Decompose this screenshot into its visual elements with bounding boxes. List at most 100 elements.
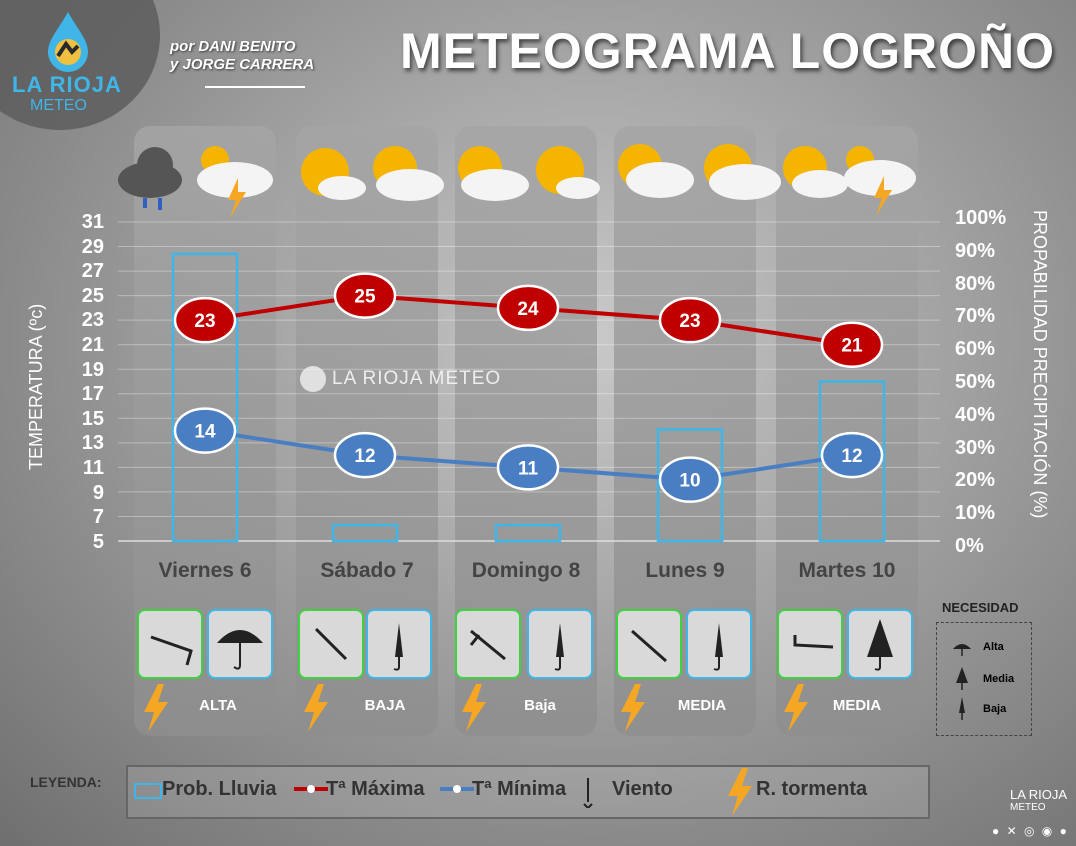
need-label: MEDIA <box>832 697 882 714</box>
tmin-label: 12 <box>354 446 375 467</box>
umbrella-icon-box <box>366 609 432 679</box>
wind-icon-box <box>298 609 364 679</box>
lightning-icon <box>728 768 752 816</box>
tick-label: 15 <box>81 407 104 430</box>
necesidad-item: Media <box>983 673 1015 685</box>
legend-rain: Prob. Lluvia <box>162 778 277 800</box>
wind-arrow-icon <box>631 629 667 663</box>
umbrella-closed-icon <box>959 697 965 720</box>
social-icons[interactable]: ● ✕ ◎ ◉ ● <box>992 824 1069 838</box>
legend-tmax: Tª Máxima <box>326 778 425 800</box>
necesidad-item: Alta <box>983 641 1004 653</box>
footer-logo-line2: METEO <box>1010 802 1046 813</box>
left-axis-ticks: 31 29 27 25 23 21 19 17 15 13 11 9 7 5 <box>72 210 104 554</box>
tick-label: 80% <box>955 272 996 295</box>
weather-icons <box>118 144 916 218</box>
tmax-label: 23 <box>679 311 700 332</box>
rain-bar <box>656 428 724 543</box>
tick-label: 29 <box>81 235 104 258</box>
tmax-point <box>820 321 884 368</box>
wind-arrow-icon <box>314 627 348 661</box>
tick-label: 30% <box>955 436 996 459</box>
rain-legend-swatch <box>134 783 162 799</box>
watermark: LA RIOJA METEO <box>300 366 501 392</box>
wind-icon-box <box>137 609 203 679</box>
day-label: Lunes 9 <box>645 559 725 582</box>
tick-label: 5 <box>92 530 104 553</box>
page-title: METEOGRAMA LOGROÑO <box>400 23 1056 79</box>
umbrella-icon-box <box>847 609 913 679</box>
watermark-icon <box>300 366 326 392</box>
tmin-point <box>496 444 560 491</box>
necesidad-item: Baja <box>983 703 1007 715</box>
wind-icon-box <box>616 609 682 679</box>
wind-icon-box <box>455 609 521 679</box>
tmax-label: 25 <box>354 287 376 308</box>
tmax-point <box>173 296 237 344</box>
tick-label: 0% <box>955 534 984 557</box>
wind-arrow-icon <box>793 635 834 649</box>
tick-label: 10% <box>955 502 996 525</box>
watermark-text: LA RIOJA METEO <box>332 368 502 390</box>
lightning-icon <box>784 684 808 732</box>
authors-line2: y JORGE CARRERA <box>170 56 315 73</box>
authors-line1: por DANI BENITO <box>170 38 296 55</box>
tick-label: 17 <box>81 383 104 406</box>
wind-arrow-icon <box>469 629 506 661</box>
sun-cloud-icon <box>301 148 366 200</box>
tmin-point <box>658 456 722 503</box>
tick-label: 21 <box>81 333 104 356</box>
legend-tmin: Tª Mínima <box>472 778 567 800</box>
legend-box <box>126 765 930 819</box>
sun-cloud-icon <box>783 146 848 198</box>
signature <box>205 86 305 88</box>
tick-label: 40% <box>955 403 996 426</box>
need-label: BAJA <box>364 697 406 714</box>
wind-icon-box <box>777 609 843 679</box>
wind-arrow-icon <box>583 778 593 808</box>
day-label: Domingo 8 <box>471 559 581 582</box>
tmax-point <box>658 296 722 344</box>
tmax-point <box>496 284 560 332</box>
tick-label: 27 <box>81 260 104 283</box>
tick-label: 60% <box>955 338 996 361</box>
tick-label: 9 <box>92 481 104 504</box>
rain-bar <box>331 523 399 543</box>
sun-cloud-icon <box>373 146 444 201</box>
tmin-label: 14 <box>194 422 216 443</box>
tick-label: 11 <box>82 456 104 479</box>
necesidad-legend: Alta Media Baja <box>936 622 1032 736</box>
day-label: Sábado 7 <box>320 559 414 582</box>
tick-label: 31 <box>81 211 104 233</box>
logo-subtext: METEO <box>30 97 87 114</box>
tmin-point <box>820 431 884 479</box>
tmin-label: 12 <box>841 446 862 467</box>
tmin-label: 11 <box>518 458 539 479</box>
tick-label: 7 <box>92 506 104 529</box>
tick-label: 23 <box>81 309 104 332</box>
tmax-legend-swatch <box>294 785 328 793</box>
right-axis-ticks: 100% 90% 80% 70% 60% 50% 40% 30% 20% 10%… <box>955 202 1025 563</box>
lightning-icon <box>144 684 168 732</box>
umbrella-icon-box <box>527 609 593 679</box>
lightning-icon <box>462 684 486 732</box>
tmax-label: 24 <box>517 299 539 320</box>
tick-label: 19 <box>81 358 104 381</box>
footer-logo-line1: LA RIOJA <box>1010 787 1068 802</box>
umbrella-medium-icon <box>867 619 893 671</box>
sun-cloud-icon <box>704 144 781 200</box>
umbrella-icon-box <box>207 609 273 679</box>
rain-bar <box>494 523 562 543</box>
sun-cloud-icon <box>618 144 694 198</box>
logo-text: LA RIOJA <box>12 72 122 97</box>
tick-label: 90% <box>955 239 996 262</box>
necesidad-title: NECESIDAD <box>942 600 1019 615</box>
umbrella-closed-icon <box>554 623 564 671</box>
umbrella-closed-icon <box>713 623 723 671</box>
tick-label: 25 <box>81 284 104 307</box>
legend-title: LEYENDA: <box>30 774 102 790</box>
storm-cloud-icon <box>844 146 916 216</box>
tmin-point <box>333 431 397 479</box>
umbrella-open-icon <box>217 630 263 670</box>
